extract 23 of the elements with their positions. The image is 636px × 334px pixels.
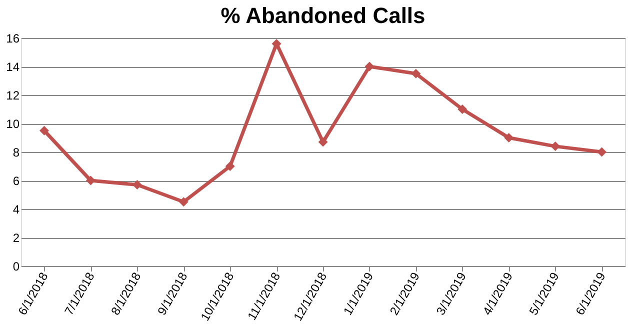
point — [504, 133, 514, 142]
y-tick-label: 8 — [12, 146, 20, 160]
y-tick-label: 4 — [12, 202, 20, 216]
point — [364, 62, 374, 72]
point — [225, 162, 235, 171]
point — [458, 104, 468, 114]
point — [550, 142, 560, 152]
point — [597, 147, 607, 157]
point — [86, 176, 96, 186]
y-tick-label: 0 — [12, 260, 20, 274]
point — [178, 197, 188, 207]
point — [132, 180, 142, 190]
y-tick-label: 14 — [6, 60, 20, 74]
y-tick-label: 2 — [12, 231, 20, 245]
chart-title: % Abandoned Calls — [220, 3, 426, 28]
y-tick-label: 10 — [6, 117, 20, 131]
point — [318, 137, 328, 147]
y-tick-label: 16 — [6, 32, 20, 46]
y-tick-label: 12 — [6, 88, 20, 102]
point — [39, 126, 49, 136]
point — [272, 38, 282, 48]
point — [411, 68, 421, 78]
y-tick-label: 6 — [12, 174, 20, 188]
